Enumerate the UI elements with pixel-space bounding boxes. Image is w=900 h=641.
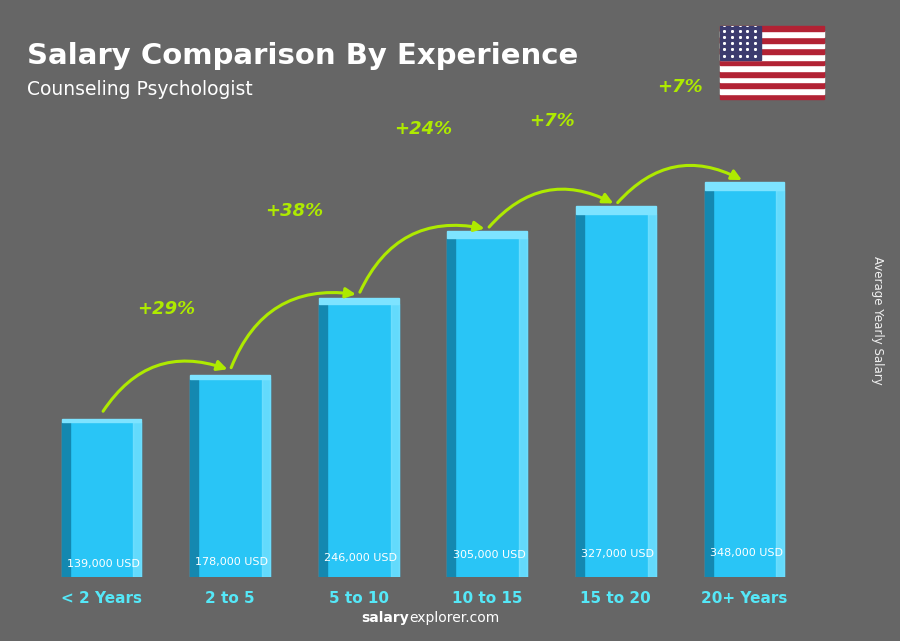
Bar [576,213,584,577]
Bar [705,182,784,190]
Bar [720,54,824,60]
Text: explorer.com: explorer.com [410,611,500,625]
Bar [319,304,327,577]
Bar [447,231,527,238]
Bar [133,422,141,577]
Text: Average Yearly Salary: Average Yearly Salary [871,256,884,385]
Text: +7%: +7% [657,78,703,96]
Bar [720,60,824,65]
Bar [190,375,270,379]
Bar [190,379,198,577]
Text: salary: salary [362,611,410,625]
Text: 348,000 USD: 348,000 USD [710,547,783,558]
Bar [190,379,270,577]
Bar [720,94,824,99]
Bar [519,238,527,577]
Bar [720,37,824,43]
Bar [319,297,399,304]
Text: Salary Comparison By Experience: Salary Comparison By Experience [27,42,578,70]
Bar [720,31,824,37]
Text: Counseling Psychologist: Counseling Psychologist [27,80,253,99]
Bar [62,422,69,577]
Text: 246,000 USD: 246,000 USD [324,553,397,563]
Bar [720,48,824,54]
Text: 327,000 USD: 327,000 USD [581,549,654,559]
Bar [62,422,141,577]
Bar [447,238,527,577]
Bar [720,43,824,48]
Bar [576,206,656,213]
Bar [319,304,399,577]
Bar [648,213,656,577]
Bar [720,77,824,82]
Bar [720,71,824,77]
Bar [576,213,656,577]
Bar [391,304,399,577]
Bar [705,190,713,577]
Text: 305,000 USD: 305,000 USD [453,550,526,560]
Text: +7%: +7% [529,112,574,130]
Bar [720,88,824,94]
Bar [720,26,824,31]
Bar [262,379,270,577]
Text: +29%: +29% [137,300,195,318]
Bar [777,190,784,577]
Bar [720,26,761,60]
Bar [720,82,824,88]
Bar [62,419,141,422]
Bar [720,65,824,71]
Text: +38%: +38% [266,203,323,221]
Bar [447,238,455,577]
Text: 139,000 USD: 139,000 USD [67,559,140,569]
Text: 178,000 USD: 178,000 USD [195,557,268,567]
Text: +24%: +24% [394,120,452,138]
Bar [705,190,784,577]
